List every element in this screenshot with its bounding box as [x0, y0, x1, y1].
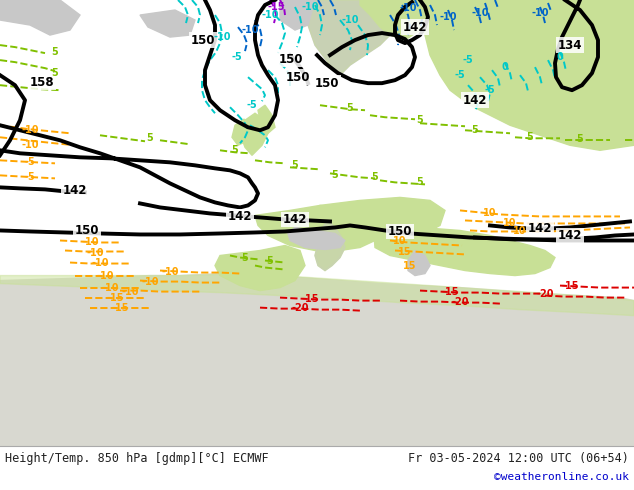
- Text: -20: -20: [451, 296, 469, 307]
- Polygon shape: [240, 113, 268, 155]
- Text: -5: -5: [455, 70, 465, 80]
- Text: 5: 5: [417, 177, 424, 187]
- Text: -10: -10: [399, 3, 417, 13]
- Text: -10: -10: [531, 8, 549, 18]
- Text: 5: 5: [146, 133, 153, 143]
- Text: -5: -5: [247, 100, 257, 110]
- Polygon shape: [318, 197, 445, 236]
- Text: Fr 03-05-2024 12:00 UTC (06+54): Fr 03-05-2024 12:00 UTC (06+54): [408, 452, 629, 465]
- Text: -10: -10: [213, 32, 231, 42]
- Polygon shape: [232, 119, 250, 146]
- Text: -15: -15: [561, 281, 579, 291]
- Text: 5: 5: [332, 171, 339, 180]
- Text: 10: 10: [514, 226, 527, 237]
- Text: 5: 5: [527, 132, 533, 142]
- Text: -15: -15: [111, 303, 129, 313]
- Text: 150: 150: [314, 76, 339, 90]
- Text: 5: 5: [267, 255, 273, 266]
- Polygon shape: [360, 0, 430, 40]
- Text: -5: -5: [231, 52, 242, 62]
- Text: -10: -10: [86, 247, 104, 258]
- Text: 0: 0: [501, 62, 508, 72]
- Text: 15: 15: [403, 261, 417, 270]
- Text: 10: 10: [393, 237, 407, 246]
- Polygon shape: [215, 245, 305, 291]
- Text: -20: -20: [536, 289, 553, 298]
- Text: -10: -10: [261, 10, 279, 20]
- Text: 5: 5: [372, 172, 378, 182]
- Text: -10: -10: [161, 267, 179, 276]
- Text: -10: -10: [81, 238, 99, 247]
- Polygon shape: [315, 220, 345, 270]
- Text: 142: 142: [63, 184, 87, 197]
- Text: -15: -15: [441, 287, 459, 296]
- Text: 158: 158: [30, 75, 55, 89]
- Text: 142: 142: [403, 21, 427, 33]
- Text: 5: 5: [51, 68, 58, 78]
- Text: ©weatheronline.co.uk: ©weatheronline.co.uk: [494, 472, 629, 482]
- Text: -15: -15: [268, 2, 285, 12]
- Polygon shape: [258, 105, 275, 133]
- Polygon shape: [0, 273, 634, 446]
- Text: -5: -5: [484, 85, 495, 95]
- Text: 142: 142: [463, 94, 488, 107]
- Text: 142: 142: [558, 229, 582, 242]
- Text: -10: -10: [471, 8, 489, 18]
- Polygon shape: [140, 10, 195, 37]
- Text: -15: -15: [107, 293, 124, 303]
- Polygon shape: [288, 227, 345, 249]
- Text: -10: -10: [141, 276, 158, 287]
- Text: 150: 150: [388, 225, 412, 238]
- Text: 5: 5: [347, 103, 353, 113]
- Text: 150: 150: [191, 34, 216, 47]
- Text: 10: 10: [483, 208, 497, 219]
- Text: -5: -5: [25, 157, 36, 167]
- Polygon shape: [0, 273, 634, 316]
- Text: -10: -10: [22, 140, 39, 150]
- Text: 150: 150: [286, 71, 310, 84]
- Text: -10: -10: [341, 15, 359, 25]
- Text: -10: -10: [96, 270, 113, 281]
- Text: 15: 15: [398, 246, 411, 256]
- Text: 150: 150: [75, 224, 100, 237]
- Text: -15: -15: [301, 294, 319, 304]
- Text: 5: 5: [292, 160, 299, 171]
- Polygon shape: [374, 225, 555, 275]
- Polygon shape: [308, 0, 400, 75]
- Text: -10: -10: [121, 287, 139, 296]
- Text: -5: -5: [25, 172, 36, 182]
- Text: 134: 134: [558, 39, 582, 51]
- Text: Height/Temp. 850 hPa [gdmp][°C] ECMWF: Height/Temp. 850 hPa [gdmp][°C] ECMWF: [5, 452, 269, 465]
- Polygon shape: [280, 0, 315, 30]
- Text: -10: -10: [301, 2, 319, 12]
- Polygon shape: [408, 250, 430, 275]
- Polygon shape: [315, 220, 345, 270]
- Text: -10: -10: [242, 25, 259, 35]
- Text: -20: -20: [291, 303, 309, 313]
- Polygon shape: [420, 0, 634, 150]
- Text: 5: 5: [51, 47, 58, 57]
- Text: 5: 5: [472, 125, 479, 135]
- Polygon shape: [255, 205, 380, 250]
- Text: 5: 5: [242, 252, 249, 263]
- Text: -10: -10: [439, 12, 456, 22]
- Text: 142: 142: [283, 213, 307, 226]
- Text: 150: 150: [279, 52, 303, 66]
- Text: 0: 0: [557, 52, 564, 62]
- Polygon shape: [0, 0, 80, 35]
- Polygon shape: [308, 0, 400, 75]
- Text: 5: 5: [417, 115, 424, 125]
- Text: -10: -10: [22, 125, 39, 135]
- Text: -5: -5: [463, 55, 474, 65]
- Text: 5: 5: [577, 134, 583, 144]
- Text: -10: -10: [91, 258, 109, 268]
- Text: -10: -10: [101, 283, 119, 293]
- Text: 5: 5: [231, 146, 238, 155]
- Text: 10: 10: [503, 219, 517, 228]
- Text: 142: 142: [228, 210, 252, 223]
- Text: 142: 142: [527, 222, 552, 235]
